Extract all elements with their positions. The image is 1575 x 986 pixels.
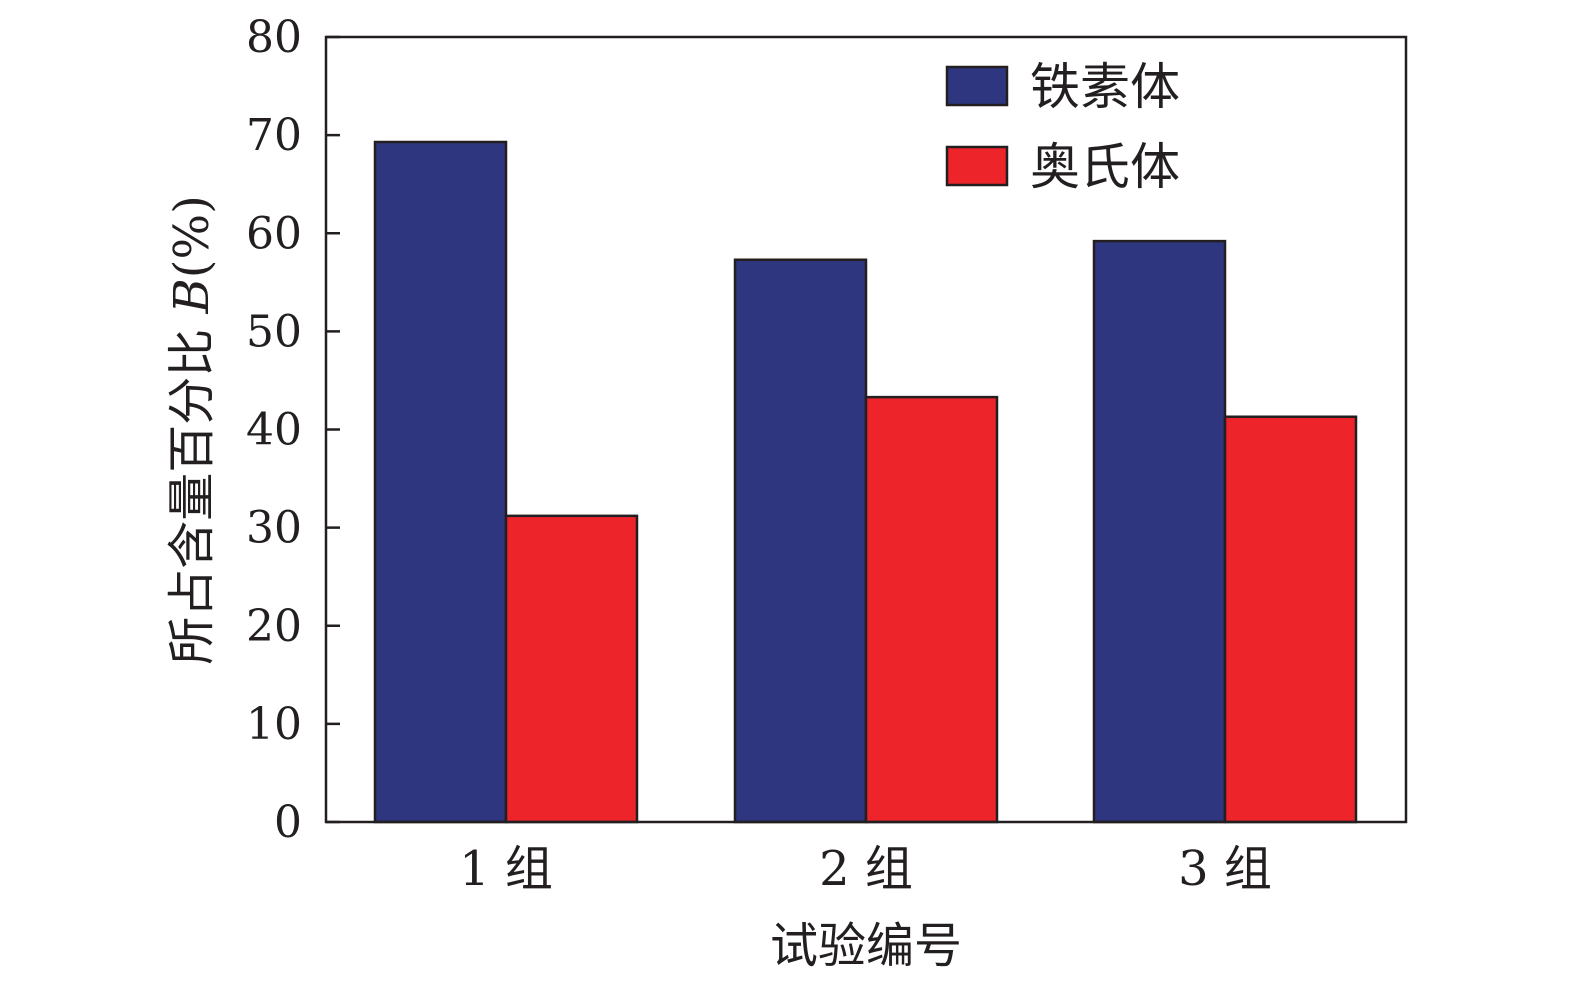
y-tick-label: 10 [246,699,302,750]
x-axis: 1 组 2 组 3 组 [459,841,1272,897]
y-axis-title-variable: B [164,278,220,314]
y-axis-title-unit: (%) [164,195,220,278]
x-category-label: 1 组 [459,841,553,897]
bars-layer [373,140,1358,824]
bar-austenite-3 [1223,415,1358,824]
x-axis-title: 试验编号 [770,918,962,974]
y-tick-label: 30 [246,503,302,554]
bar-ferrite-2 [733,258,868,824]
legend-swatch [945,145,1009,187]
y-tick-label: 0 [274,797,302,848]
bar-austenite-1 [504,514,639,824]
bar-ferrite-3 [1092,239,1227,824]
y-axis-title-text: 所占含量百分比 [164,314,220,665]
y-tick-label: 40 [246,405,302,456]
x-category-label: 2 组 [819,841,913,897]
y-tick-label: 50 [246,306,302,357]
x-category-label: 3 组 [1178,841,1272,897]
legend-swatch [945,65,1009,107]
y-axis: 0 10 20 30 40 50 60 70 80 [246,12,340,848]
legend-label: 奥氏体 [1030,138,1180,196]
y-tick-label: 80 [246,12,302,63]
bar-austenite-2 [864,395,999,824]
y-axis-title: 所占含量百分比 B(%) [164,195,220,665]
y-tick-label: 60 [246,208,302,259]
y-tick-label: 70 [246,110,302,161]
y-tick-label: 20 [246,601,302,652]
bar-ferrite-1 [373,140,508,824]
legend-label: 铁素体 [1030,58,1180,116]
